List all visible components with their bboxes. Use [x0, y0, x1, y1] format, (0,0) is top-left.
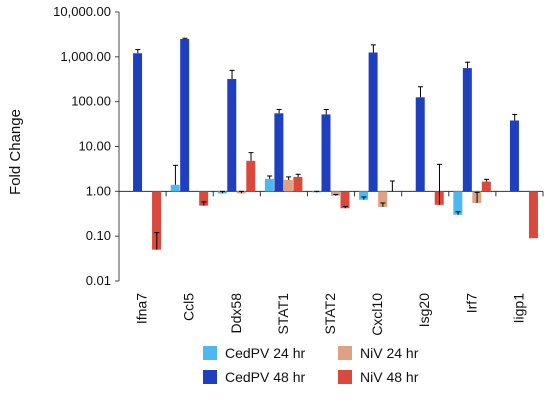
bar: [264, 178, 274, 192]
x-category-label: Ddx58: [228, 293, 244, 334]
bar: [133, 53, 143, 192]
bar: [246, 160, 256, 192]
x-category-label: Irf7: [463, 293, 479, 313]
legend-label: NiV 24 hr: [360, 345, 419, 361]
legend-swatch: [203, 346, 217, 360]
bar: [378, 191, 388, 207]
x-category-label: STAT1: [275, 293, 291, 335]
y-tick-label: 1,000.00: [60, 49, 111, 64]
y-tick-label: 10,000.00: [53, 4, 111, 19]
bar: [321, 114, 331, 192]
legend: CedPV 24 hr NiV 24 hr CedPV 48 hr NiV 48 hr: [203, 345, 419, 385]
bar: [359, 191, 369, 200]
bar: [283, 179, 293, 192]
y-tick-label: 0.01: [86, 273, 111, 288]
x-category-label: Isg20: [416, 293, 432, 327]
x-category-label: Cxcl10: [369, 293, 385, 336]
bar: [453, 191, 463, 215]
labels-layer: 10,000.00 1,000.00 100.00 10.00 1.00 0.10 0.01…: [53, 4, 526, 336]
bar: [340, 191, 350, 209]
y-tick-label: 1.00: [86, 183, 111, 198]
bar: [481, 181, 491, 192]
y-tick-label: 0.10: [86, 228, 111, 243]
bar: [368, 52, 378, 192]
bar: [152, 191, 162, 250]
y-tick-label: 100.00: [71, 94, 111, 109]
x-category-label: STAT2: [322, 293, 338, 335]
bar: [170, 184, 180, 192]
bar: [528, 191, 538, 239]
bar: [274, 113, 284, 192]
x-category-label: Ccl5: [181, 293, 197, 321]
legend-label: NiV 48 hr: [360, 369, 419, 385]
bar: [462, 68, 472, 192]
bar: [293, 176, 303, 192]
y-tick-label: 10.00: [78, 139, 111, 154]
legend-swatch: [338, 346, 352, 360]
bar: [199, 191, 209, 206]
bar: [509, 120, 519, 192]
x-category-label: Iigp1: [510, 293, 526, 324]
legend-swatch: [338, 370, 352, 384]
bar: [180, 38, 190, 192]
y-axis-title: Fold Change: [7, 109, 24, 195]
bars-layer: [133, 37, 538, 250]
bar: [331, 191, 340, 196]
bar: [227, 79, 237, 192]
bar: [415, 97, 425, 192]
legend-label: CedPV 48 hr: [225, 369, 305, 385]
legend-swatch: [203, 370, 217, 384]
legend-label: CedPV 24 hr: [225, 345, 305, 361]
x-category-label: Ifna7: [134, 293, 150, 324]
